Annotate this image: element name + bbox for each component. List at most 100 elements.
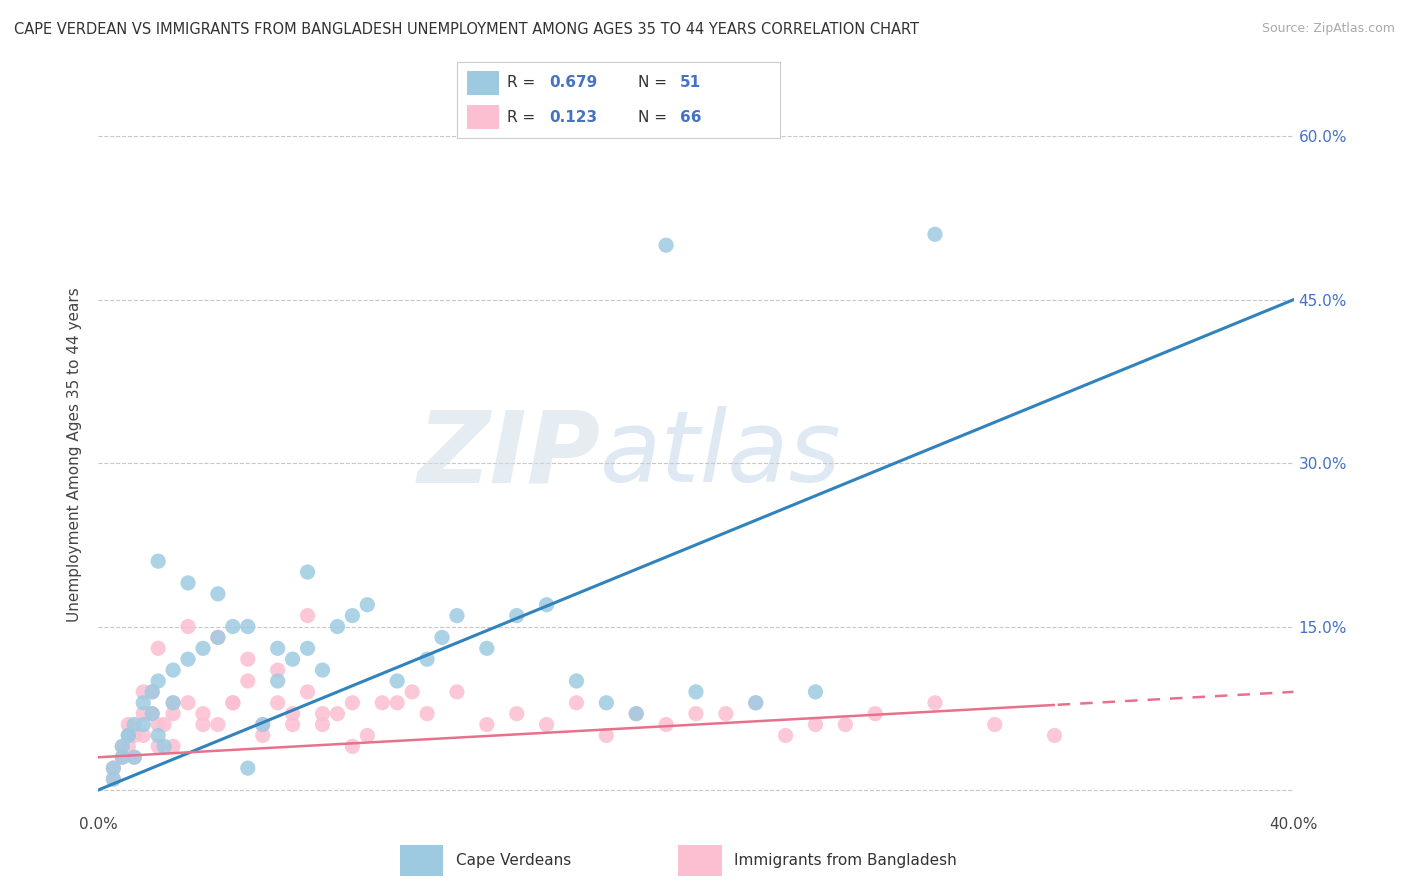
Point [804,685,827,699]
Point [475,641,498,656]
Point [326,706,349,721]
Bar [678,846,721,876]
Point [714,706,737,721]
Text: 51: 51 [681,76,702,90]
Point [267,641,290,656]
Point [311,717,333,731]
Point [311,663,333,677]
Point [148,729,170,743]
Point [401,685,423,699]
Point [177,652,200,666]
Point [924,696,946,710]
Text: CAPE VERDEAN VS IMMIGRANTS FROM BANGLADESH UNEMPLOYMENT AMONG AGES 35 TO 44 YEAR: CAPE VERDEAN VS IMMIGRANTS FROM BANGLADE… [14,22,920,37]
Text: Source: ZipAtlas.com: Source: ZipAtlas.com [1261,22,1395,36]
Point [446,608,468,623]
Point [103,772,125,786]
Point [775,729,797,743]
Text: N =: N = [638,110,672,125]
Point [132,685,155,699]
Point [267,696,290,710]
Point [626,706,648,721]
Point [153,739,176,754]
Point [111,750,134,764]
Point [191,641,214,656]
Point [148,673,170,688]
Point [148,739,170,754]
Point [342,608,364,623]
Point [132,696,155,710]
Point [356,598,378,612]
Point [191,717,214,731]
Point [267,663,290,677]
Point [111,739,134,754]
Point [124,729,146,743]
Point [626,706,648,721]
Point [222,619,245,633]
Point [236,619,259,633]
Point [865,706,887,721]
Point [342,739,364,754]
Point [207,631,229,645]
Point [117,717,139,731]
Point [132,706,155,721]
Point [148,641,170,656]
Point [924,227,946,242]
Point [342,696,364,710]
Point [281,706,304,721]
Point [685,706,707,721]
Point [655,238,678,252]
Point [111,739,134,754]
Point [162,696,184,710]
Point [141,685,163,699]
Bar [467,105,499,129]
Point [252,717,274,731]
Point [162,739,184,754]
Point [153,717,176,731]
Point [446,685,468,699]
Point [141,706,163,721]
Point [834,717,856,731]
Text: Cape Verdeans: Cape Verdeans [456,854,571,868]
Point [430,631,453,645]
Point [536,717,558,731]
Point [595,729,617,743]
Point [148,717,170,731]
Text: 0.123: 0.123 [550,110,598,125]
Point [132,729,155,743]
Point [124,750,146,764]
Point [141,706,163,721]
Point [177,696,200,710]
Text: R =: R = [508,110,540,125]
Point [141,685,163,699]
Point [416,706,439,721]
Point [222,696,245,710]
Point [1043,729,1066,743]
Point [207,587,229,601]
Point [267,673,290,688]
Point [655,717,678,731]
Point [124,750,146,764]
Point [371,696,394,710]
Point [191,706,214,721]
Point [297,641,319,656]
Text: R =: R = [508,76,540,90]
Point [117,729,139,743]
Text: ZIP: ZIP [418,407,600,503]
Point [252,717,274,731]
Point [565,673,588,688]
Text: Immigrants from Bangladesh: Immigrants from Bangladesh [734,854,956,868]
Point [252,729,274,743]
Point [162,706,184,721]
Point [117,729,139,743]
Point [177,619,200,633]
Text: atlas: atlas [600,407,842,503]
Point [745,696,768,710]
Point [103,772,125,786]
Point [124,717,146,731]
Point [222,696,245,710]
Point [162,696,184,710]
Point [506,608,529,623]
Point [111,750,134,764]
Point [148,554,170,568]
Point [297,608,319,623]
